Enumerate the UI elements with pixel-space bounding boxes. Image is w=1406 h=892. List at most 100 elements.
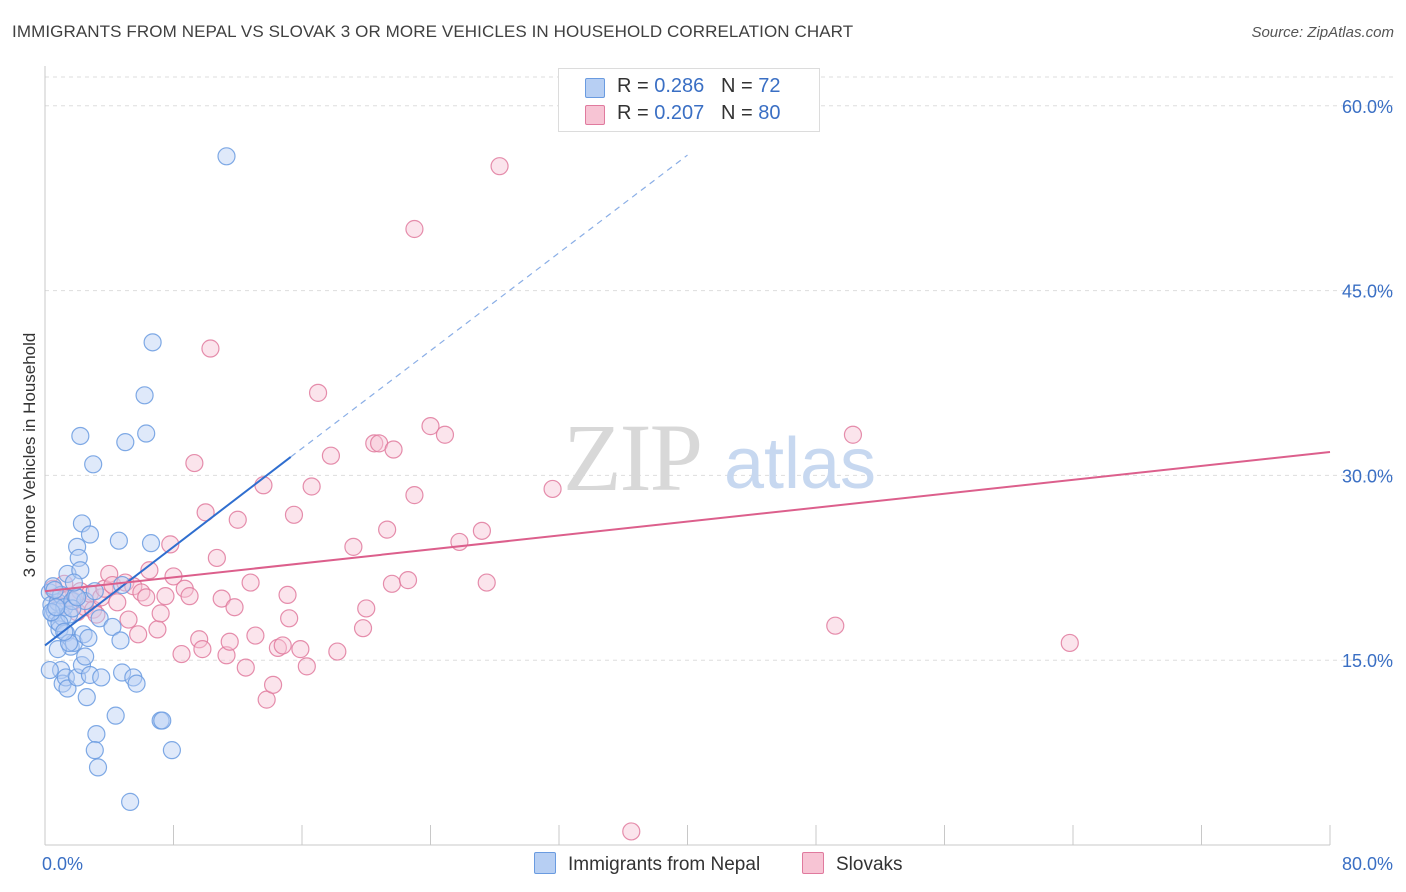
data-point xyxy=(421,417,440,436)
data-point xyxy=(112,663,132,682)
y-tick-label: 15.0% xyxy=(1342,651,1393,671)
data-point xyxy=(148,620,167,639)
bottom-legend-label-nepal: Immigrants from Nepal xyxy=(568,854,761,875)
data-point xyxy=(135,386,154,405)
data-point xyxy=(365,434,384,453)
data-point xyxy=(398,571,418,590)
data-point xyxy=(217,646,236,665)
data-point xyxy=(284,505,304,524)
bottom-legend-slovaks: Slovaks xyxy=(802,852,903,876)
data-point xyxy=(40,660,59,680)
data-point xyxy=(153,711,172,730)
data-point xyxy=(291,640,310,659)
data-point xyxy=(90,609,109,628)
bottom-legend-label-slovaks: Slovaks xyxy=(836,854,903,875)
data-point xyxy=(236,658,255,677)
data-point xyxy=(201,339,220,358)
data-point xyxy=(137,424,156,443)
legend: R = 0.286 N = 72 R = 0.207 N = 80 xyxy=(558,68,820,132)
axes xyxy=(44,66,1331,846)
legend-r-label: R = xyxy=(617,75,649,97)
legend-swatch-slovaks xyxy=(585,105,605,125)
data-point xyxy=(622,822,641,841)
legend-r-label: R = xyxy=(617,102,649,124)
data-point xyxy=(162,741,181,760)
data-point xyxy=(59,633,79,653)
data-point xyxy=(185,453,204,473)
data-point xyxy=(140,561,159,580)
data-point xyxy=(302,477,321,496)
watermark-atlas: atlas xyxy=(724,424,876,504)
bottom-legend-swatch-nepal xyxy=(534,852,556,874)
data-point xyxy=(405,486,424,505)
data-point xyxy=(100,564,119,584)
data-point xyxy=(543,479,562,499)
data-point xyxy=(378,520,397,539)
data-point xyxy=(87,725,106,744)
data-point xyxy=(220,632,239,651)
data-point xyxy=(193,640,212,659)
data-point xyxy=(80,525,100,544)
data-point xyxy=(225,598,244,617)
series-slovaks xyxy=(43,157,1079,841)
data-point xyxy=(384,440,403,459)
data-point xyxy=(297,657,316,676)
data-point xyxy=(353,619,373,638)
data-point xyxy=(472,521,491,540)
data-point xyxy=(103,617,122,637)
data-point xyxy=(843,425,863,444)
data-point xyxy=(357,599,376,618)
y-tick-label: 45.0% xyxy=(1342,282,1393,302)
data-point xyxy=(263,675,283,694)
data-point xyxy=(48,640,67,659)
legend-r-value-slovaks: 0.207 xyxy=(654,102,705,124)
y-axis-label: 3 or more Vehicles in Household xyxy=(20,332,39,578)
data-point xyxy=(119,610,138,629)
data-point xyxy=(79,628,98,648)
data-point xyxy=(254,476,273,495)
data-point xyxy=(47,598,66,617)
data-point xyxy=(129,625,148,644)
data-point xyxy=(382,574,402,593)
data-point xyxy=(92,668,111,687)
data-point xyxy=(111,631,130,650)
data-point xyxy=(80,665,100,685)
data-point xyxy=(121,792,140,811)
data-point xyxy=(1060,633,1079,653)
data-point xyxy=(207,548,226,568)
watermark: ZIP atlas xyxy=(563,404,876,511)
data-point xyxy=(84,455,103,474)
data-point xyxy=(490,157,509,176)
trend-lines xyxy=(44,154,1331,647)
data-point xyxy=(77,688,96,707)
data-point xyxy=(278,585,297,605)
y-tick-label: 30.0% xyxy=(1342,466,1393,486)
data-point xyxy=(217,147,236,166)
chart-title: IMMIGRANTS FROM NEPAL VS SLOVAK 3 OR MOR… xyxy=(12,22,854,41)
legend-n-label: N = xyxy=(720,75,753,97)
data-point xyxy=(151,604,170,623)
data-point xyxy=(477,573,496,592)
data-point xyxy=(246,626,265,645)
bottom-legend-swatch-slovaks xyxy=(802,852,824,874)
data-point xyxy=(826,616,845,635)
trend-line-nepal xyxy=(44,456,292,647)
legend-r-value-nepal: 0.286 xyxy=(654,75,705,97)
data-point xyxy=(76,647,95,666)
watermark-zip: ZIP xyxy=(563,404,701,511)
data-point xyxy=(328,642,347,661)
legend-n-label: N = xyxy=(720,102,753,124)
data-point xyxy=(143,333,162,352)
data-point xyxy=(172,644,191,664)
legend-n-value-slovaks: 80 xyxy=(758,102,781,124)
x-tick-label-left: 0.0% xyxy=(42,854,83,874)
data-point xyxy=(405,219,424,239)
data-point xyxy=(71,426,90,446)
series-nepal xyxy=(40,147,236,811)
trend-line-slovaks xyxy=(44,450,1331,593)
data-point xyxy=(228,510,247,529)
data-point xyxy=(68,588,87,607)
data-point xyxy=(141,534,161,553)
gridlines xyxy=(45,76,1395,661)
